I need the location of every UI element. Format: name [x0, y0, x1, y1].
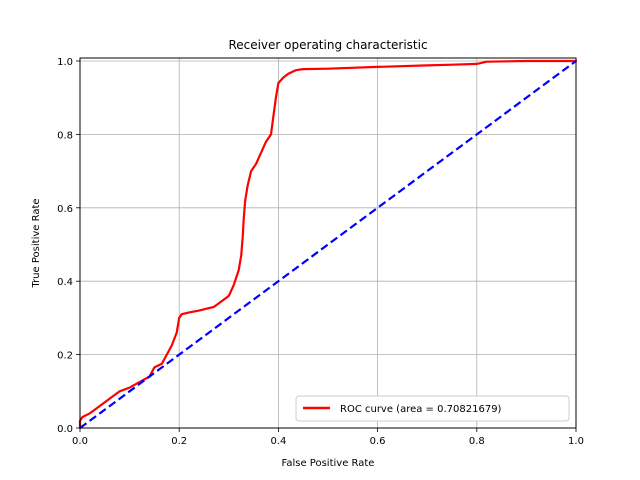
y-tick-label: 0.6	[57, 204, 73, 215]
x-tick-label: 0.0	[72, 436, 88, 447]
grid	[79, 58, 577, 429]
x-tick-label: 1.0	[568, 436, 584, 447]
legend-box	[295, 395, 570, 422]
y-tick-label: 0.8	[57, 130, 73, 141]
y-tick-label: 1.0	[57, 57, 73, 68]
y-axis-label: True Positive Rate	[31, 198, 42, 288]
x-tick-label: 0.8	[469, 436, 485, 447]
x-axis-label: False Positive Rate	[282, 458, 375, 469]
chance-line	[79, 60, 577, 429]
axes-frame	[79, 57, 577, 429]
plot-area	[78, 59, 578, 430]
chart-title: Receiver operating characteristic	[228, 38, 427, 52]
legend: ROC curve (area = 0.70821679)	[295, 395, 570, 422]
x-tick-label: 0.4	[270, 436, 286, 447]
axis-ticks: 0.0 0.2 0.4 0.6 0.8 1.0 0.0 0.2 0.4 0.6 0.8 1.0	[57, 57, 584, 447]
y-tick-label: 0.4	[57, 277, 73, 288]
legend-label-roc: ROC curve (area = 0.70821679)	[340, 404, 502, 415]
y-tick-label: 0.0	[57, 424, 73, 435]
x-tick-label: 0.6	[370, 436, 386, 447]
x-tick-label: 0.2	[171, 436, 187, 447]
roc-curve	[78, 59, 578, 430]
y-tick-label: 0.2	[57, 351, 73, 362]
